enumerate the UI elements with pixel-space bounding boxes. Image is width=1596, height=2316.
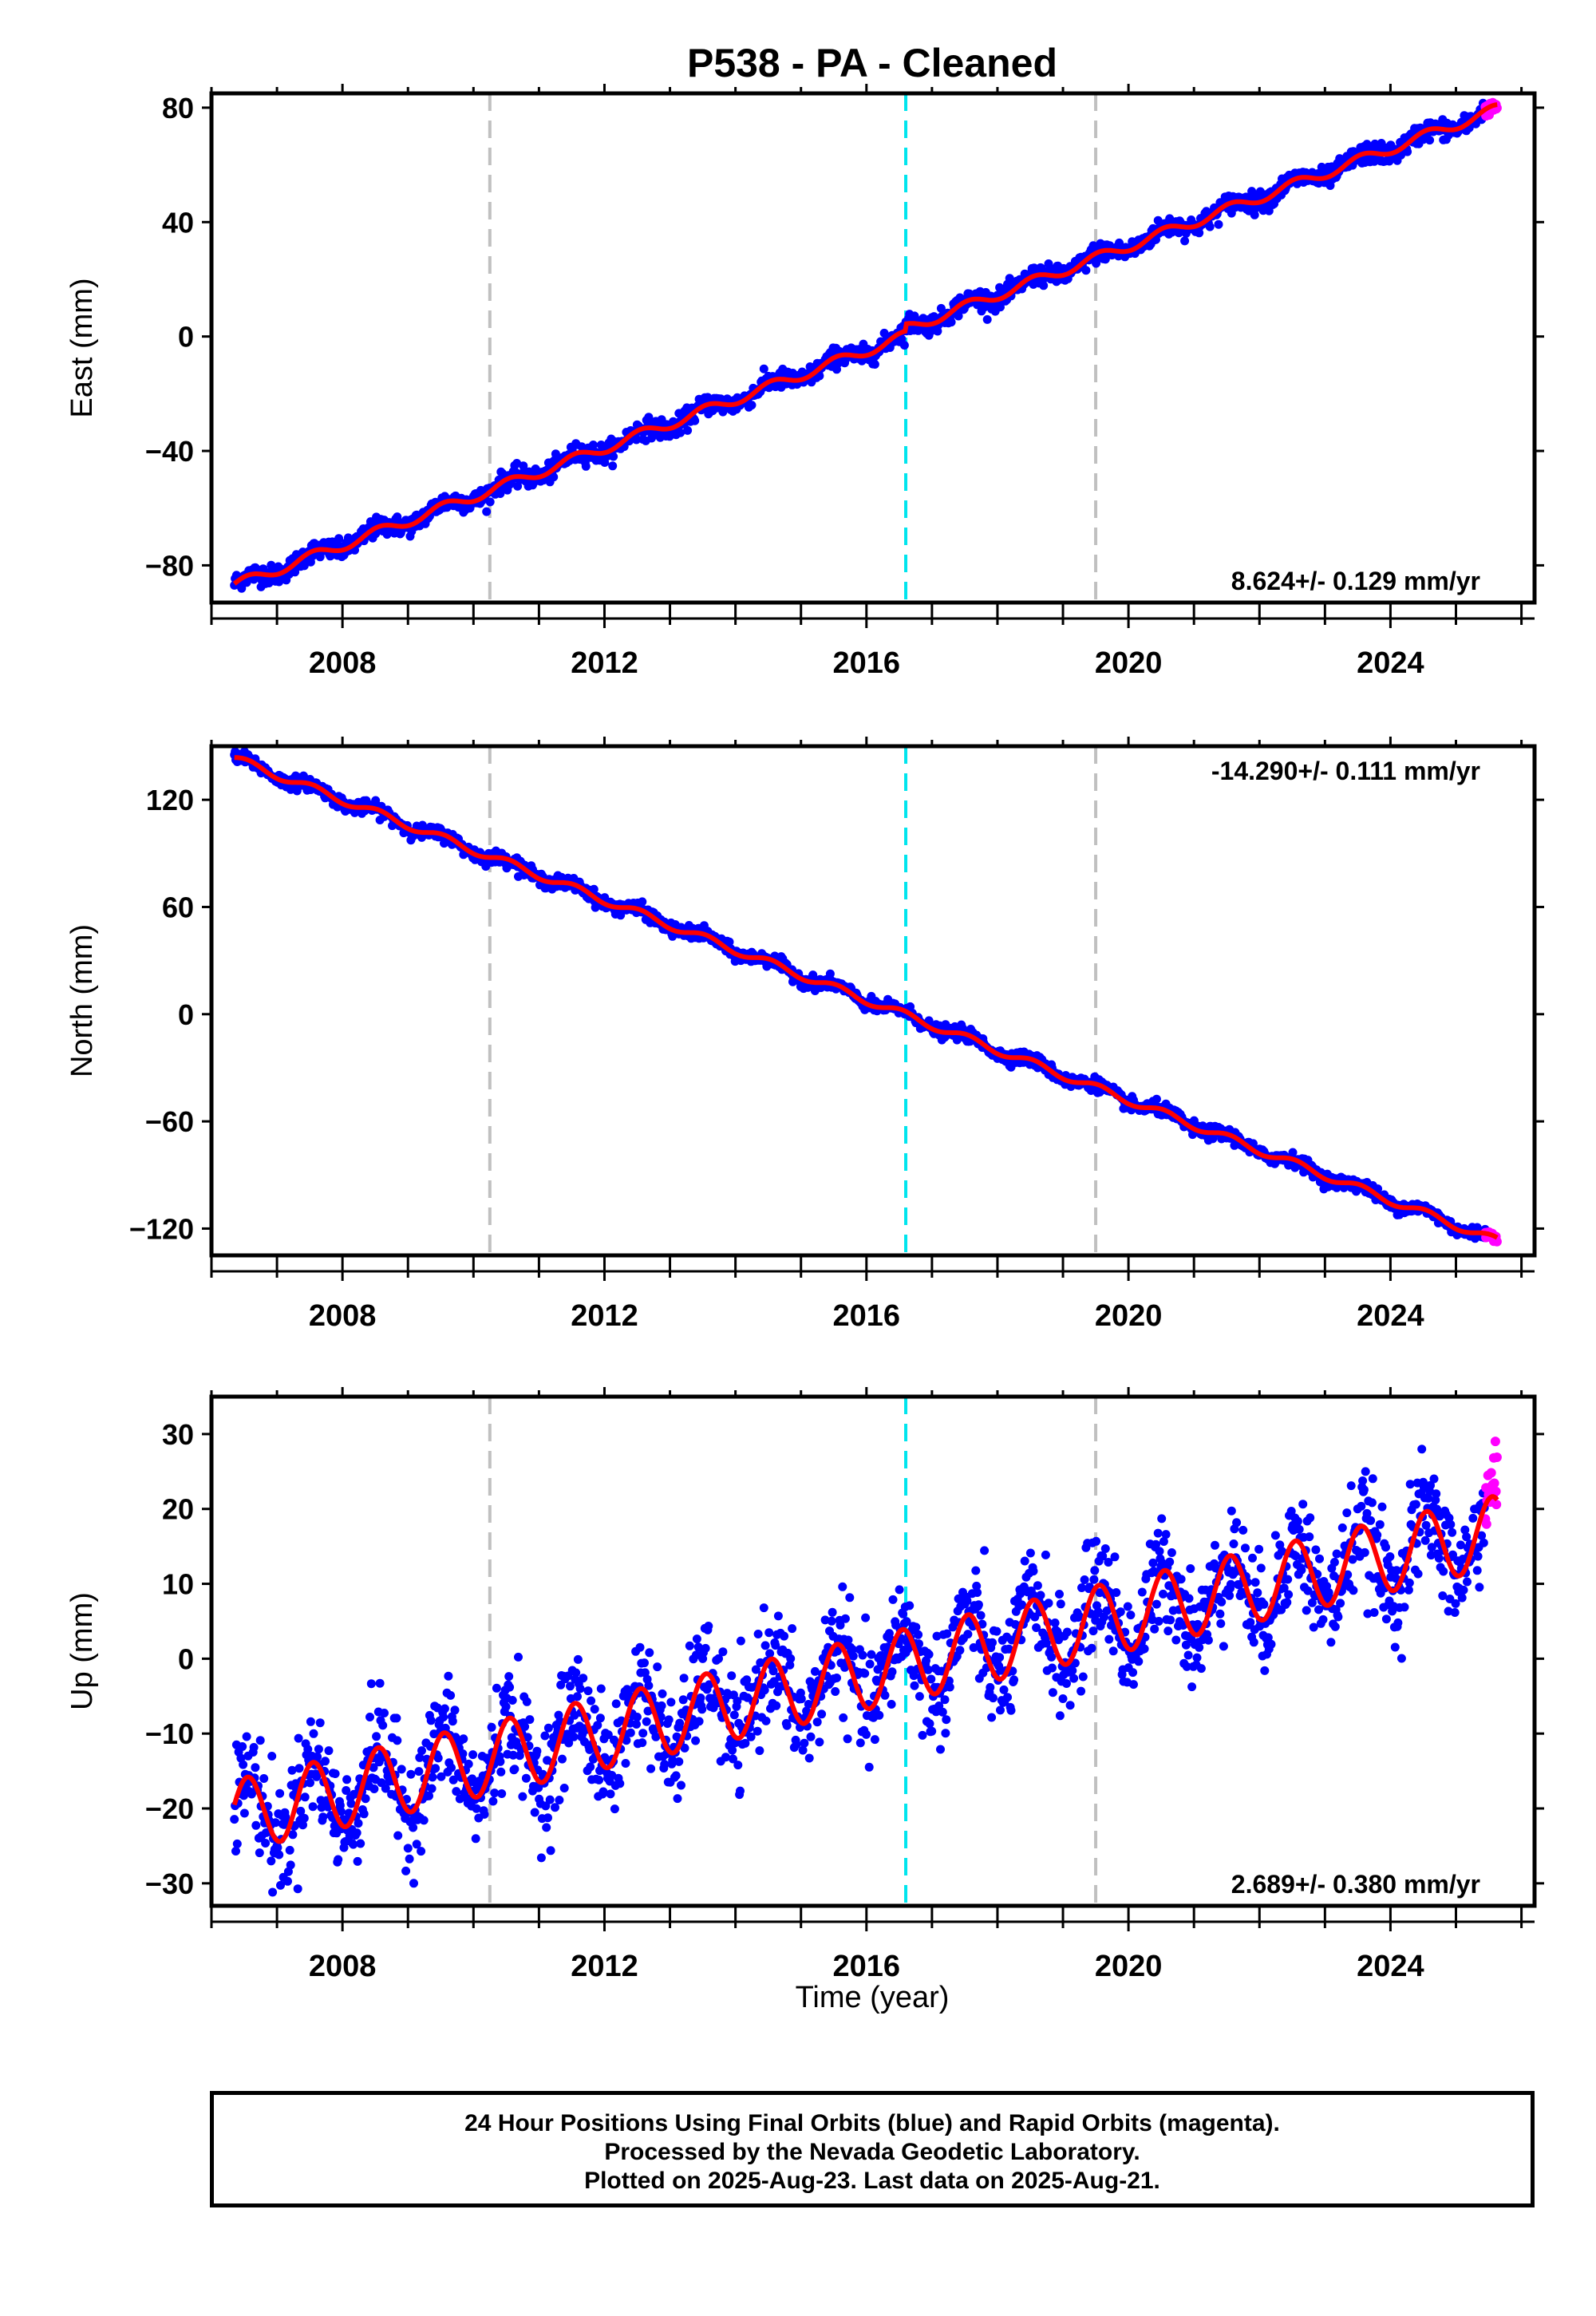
- y-tick-label: −40: [145, 435, 194, 468]
- footer-line-3: Plotted on 2025-Aug-23. Last data on 202…: [584, 2168, 1160, 2194]
- east-panel: −80 −40 0 40 80 East (mm) 2008 2012 2016 2020 2024…: [65, 84, 1544, 680]
- y-axis: −80 −40 0 40 80: [145, 92, 1544, 582]
- y-axis-label: Up (mm): [65, 1592, 99, 1710]
- final-orbit-points: [230, 1437, 1502, 1897]
- event-lines: [488, 93, 1098, 603]
- y-tick-label: 40: [162, 206, 194, 239]
- model-fit-line: [232, 102, 1498, 586]
- x-axis-label: Time (year): [796, 1981, 950, 2014]
- y-tick-label: −120: [129, 1212, 194, 1245]
- x-tick-label: 2020: [1095, 646, 1163, 680]
- figure-title: P538 - PA - Cleaned: [687, 41, 1057, 85]
- y-tick-label: 80: [162, 92, 194, 124]
- y-axis-label: North (mm): [65, 924, 99, 1077]
- x-tick-label: 2020: [1095, 1950, 1163, 1983]
- x-tick-label: 2024: [1357, 1950, 1424, 1983]
- y-axis: −30 −20 −10 0 10 20 30: [145, 1418, 1544, 1900]
- y-tick-label: 60: [162, 891, 194, 923]
- y-tick-label: −10: [145, 1717, 194, 1750]
- velocity-label: 2.689+/- 0.380 mm/yr: [1231, 1870, 1480, 1899]
- plot-frame: [209, 1394, 1537, 1908]
- velocity-label: -14.290+/- 0.111 mm/yr: [1211, 757, 1480, 785]
- x-axis: 2008 2012 2016 2020 2024: [210, 1387, 1535, 1983]
- x-axis: 2008 2012 2016 2020 2024: [210, 84, 1535, 680]
- x-tick-label: 2016: [833, 1299, 901, 1333]
- x-tick-label: 2012: [571, 1299, 638, 1333]
- x-tick-label: 2008: [309, 1950, 377, 1983]
- y-tick-label: 0: [178, 998, 194, 1031]
- velocity-label: 8.624+/- 0.129 mm/yr: [1231, 567, 1480, 595]
- final-orbit-series: [230, 1445, 1490, 1897]
- plot-frame: [209, 91, 1537, 605]
- y-tick-label: 0: [178, 1642, 194, 1675]
- x-tick-label: 2012: [571, 646, 638, 680]
- y-tick-label: 10: [162, 1568, 194, 1601]
- x-tick-label: 2012: [571, 1950, 638, 1983]
- y-axis: −120 −60 0 60 120: [129, 784, 1544, 1245]
- y-tick-label: −20: [145, 1792, 194, 1825]
- x-tick-label: 2016: [833, 1950, 901, 1983]
- x-axis: 2008 2012 2016 2020 2024: [210, 737, 1535, 1333]
- y-tick-label: 30: [162, 1418, 194, 1451]
- model-fit-line: [231, 1494, 1499, 1844]
- y-axis-label: East (mm): [65, 278, 99, 417]
- y-tick-label: 120: [146, 784, 194, 816]
- footer-box: 24 Hour Positions Using Final Orbits (bl…: [210, 2091, 1535, 2207]
- plot-frame: [209, 744, 1537, 1258]
- x-tick-label: 2008: [309, 646, 377, 680]
- y-tick-label: 0: [178, 321, 194, 354]
- footer-line-2: Processed by the Nevada Geodetic Laborat…: [604, 2139, 1140, 2165]
- y-tick-label: 20: [162, 1493, 194, 1526]
- x-tick-label: 2016: [833, 646, 901, 680]
- event-lines: [488, 746, 1098, 1255]
- footer-line-1: 24 Hour Positions Using Final Orbits (bl…: [464, 2110, 1280, 2136]
- model-fit-line: [234, 755, 1499, 1240]
- y-tick-label: −80: [145, 549, 194, 582]
- rapid-orbit-series: [1480, 1437, 1502, 1529]
- x-tick-label: 2020: [1095, 1299, 1163, 1333]
- y-tick-label: −60: [145, 1105, 194, 1138]
- x-tick-label: 2024: [1357, 646, 1424, 680]
- final-orbit-series: [230, 747, 1490, 1243]
- y-tick-label: −30: [145, 1867, 194, 1900]
- x-tick-label: 2024: [1357, 1299, 1424, 1333]
- x-tick-label: 2008: [309, 1299, 377, 1333]
